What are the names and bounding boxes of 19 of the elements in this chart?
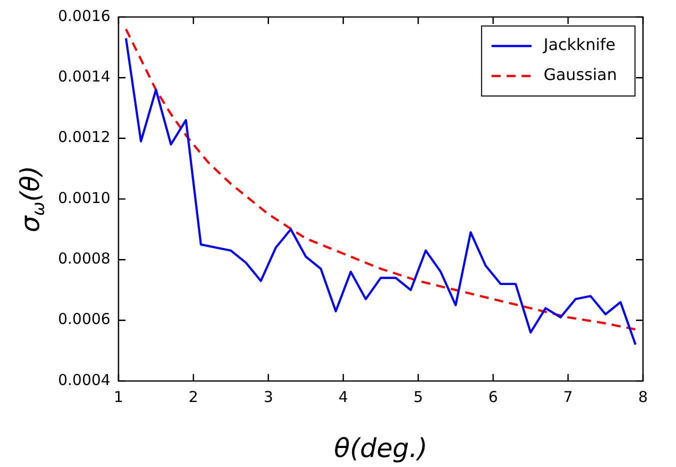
x-tick-label: 6	[488, 388, 498, 406]
y-tick-label: 0.0006	[58, 310, 110, 328]
x-tick-label: 4	[338, 388, 348, 406]
y-tick-label: 0.0014	[58, 68, 110, 86]
y-tick-label: 0.0016	[58, 6, 110, 25]
y-tick-label: 0.0010	[58, 188, 110, 207]
x-tick-label: 8	[638, 388, 648, 406]
x-tick-label: 5	[413, 388, 423, 406]
legend-label: Gaussian	[544, 65, 617, 84]
y-tick-label: 0.0004	[58, 370, 110, 389]
x-tick-label: 7	[563, 388, 573, 406]
x-tick-label: 1	[114, 388, 124, 406]
y-tick-label: 0.0012	[58, 128, 110, 146]
x-axis-title: θ(deg.)	[334, 434, 428, 464]
x-tick-label: 3	[264, 388, 274, 406]
legend-label: Jackknife	[542, 35, 616, 54]
y-axis-title: σω(θ)	[16, 166, 48, 232]
x-tick-label: 2	[188, 388, 198, 406]
y-tick-label: 0.0008	[58, 250, 110, 268]
